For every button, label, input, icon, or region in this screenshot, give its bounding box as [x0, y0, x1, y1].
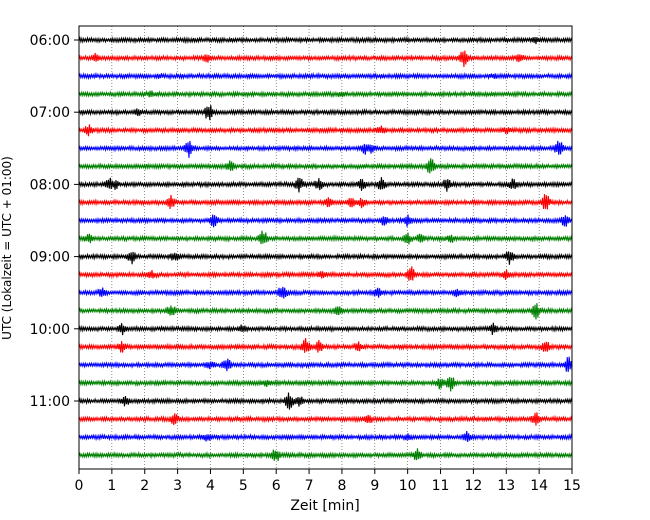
trace-0830	[78, 214, 573, 228]
trace-1100	[78, 392, 573, 410]
y-axis-title: UTC (Lokalzeit = UTC + 01:00)	[0, 156, 14, 340]
trace-0930	[78, 286, 573, 299]
trace-0730	[78, 140, 573, 158]
trace-0915	[78, 266, 573, 281]
trace-0600	[78, 35, 573, 45]
x-tick-label: 12	[464, 478, 482, 494]
x-tick-label: 9	[370, 478, 379, 494]
x-tick-label: 5	[239, 478, 248, 494]
trace-1030	[78, 356, 573, 372]
x-axis-ticks: 0 1 2 3 4 5 6 7 8 9 10 11 12 13 14 15	[75, 469, 581, 494]
x-tick-label: 2	[140, 478, 149, 494]
trace-1130	[78, 431, 573, 443]
trace-0615	[78, 50, 573, 68]
x-axis-title: Zeit [min]	[290, 498, 359, 514]
x-tick-label: 13	[497, 478, 515, 494]
y-tick-label: 07:00	[30, 105, 70, 121]
trace-0745	[78, 158, 573, 174]
trace-0800	[78, 177, 573, 193]
y-tick-label: 08:00	[30, 177, 70, 193]
plot-frame	[78, 25, 573, 470]
trace-layer	[78, 35, 573, 461]
x-tick-label: 15	[563, 478, 581, 494]
x-tick-label: 3	[173, 478, 182, 494]
trace-0715	[78, 124, 573, 137]
trace-1115	[78, 412, 573, 426]
x-tick-label: 14	[530, 478, 548, 494]
y-tick-label: 06:00	[30, 33, 70, 49]
x-tick-label: 11	[432, 478, 450, 494]
x-tick-label: 0	[75, 478, 84, 494]
y-tick-label: 09:00	[30, 250, 70, 266]
vertical-grid	[111, 26, 540, 469]
trace-0645	[78, 89, 573, 99]
y-axis-ticks: 06:00 07:00 08:00 09:00 10:00 11:00	[30, 33, 79, 410]
x-tick-label: 10	[399, 478, 417, 494]
trace-1045	[78, 377, 573, 392]
trace-0630	[78, 71, 573, 81]
x-tick-label: 4	[206, 478, 215, 494]
trace-1015	[78, 337, 573, 353]
x-tick-label: 1	[107, 478, 116, 494]
x-tick-label: 7	[305, 478, 314, 494]
x-tick-label: 8	[337, 478, 346, 494]
trace-0700	[78, 105, 573, 121]
trace-1000	[78, 322, 573, 336]
y-tick-label: 11:00	[30, 394, 70, 410]
trace-1145	[78, 448, 573, 461]
trace-0815	[78, 194, 573, 210]
y-tick-label: 10:00	[30, 322, 70, 338]
trace-0845	[78, 230, 573, 245]
trace-0900	[78, 251, 573, 265]
trace-0945	[78, 303, 573, 320]
x-tick-label: 6	[272, 478, 281, 494]
